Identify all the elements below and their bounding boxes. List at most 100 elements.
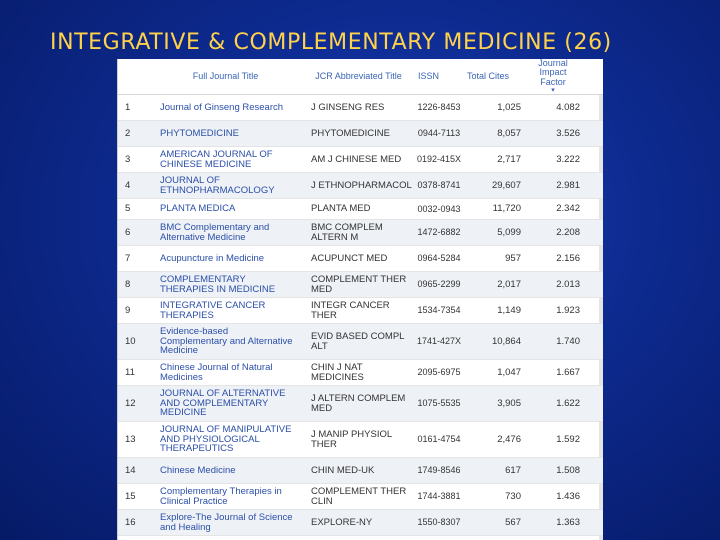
abbreviated-title-cell: J HERB MED — [311, 536, 416, 540]
impact-factor-cell: 2.156 — [556, 252, 580, 264]
issn-cell: 0378-8741 — [417, 180, 461, 190]
rank-cell: 8 — [125, 278, 131, 290]
header-issn[interactable]: ISSN — [417, 70, 439, 81]
journal-title-link[interactable]: Complementary Therapies in Clinical Prac… — [160, 486, 282, 507]
abbreviated-title-cell: CHIN J NAT MEDICINES — [311, 362, 364, 383]
total-cites-cell: 1,025 — [497, 101, 521, 113]
abbreviated-title-cell: BMC COMPLEM ALTERN M — [311, 222, 383, 243]
journal-title-link[interactable]: JOURNAL OF ETHNOPHARMACOLOGY — [160, 175, 275, 196]
table-row: 2 PHYTOMEDICINE PHYTOMEDICINE 0944-7113 8,05… — [118, 121, 603, 147]
impact-factor-cell: 3.526 — [556, 127, 580, 139]
abbreviated-title-cell: COMPLEMENT THER CLIN — [311, 486, 407, 507]
abbreviated-title-cell: EXPLORE-NY — [311, 516, 373, 528]
table-row: 9 INTEGRATIVE CANCER THERAPIES INTEGR CANC… — [118, 298, 603, 324]
impact-factor-cell: 2.981 — [556, 179, 580, 191]
rank-cell: 17 — [125, 536, 145, 540]
total-cites-cell: 10,864 — [491, 335, 521, 347]
journal-title-link[interactable]: Journal of Herbal Medicine — [160, 536, 294, 540]
impact-factor-cell: 2.208 — [556, 226, 580, 238]
rank-cell: 3 — [125, 153, 131, 165]
header-total-cites[interactable]: Total Cites — [466, 70, 510, 81]
impact-factor-cell: 3.222 — [556, 153, 580, 165]
journal-title-link[interactable]: PHYTOMEDICINE — [160, 127, 240, 139]
journal-title-link[interactable]: Explore-The Journal of Science and Heali… — [160, 512, 293, 533]
total-cites-cell: 2,017 — [497, 278, 521, 290]
rank-cell: 9 — [125, 304, 131, 316]
issn-cell: 0965-2299 — [417, 279, 461, 289]
rank-cell: 14 — [125, 464, 136, 476]
abbreviated-title-cell: EVID BASED COMPL ALT — [311, 331, 405, 352]
rank-cell: 7 — [125, 252, 131, 264]
table-row: 7 Acupuncture in Medicine ACUPUNCT MED 0964… — [118, 246, 603, 272]
issn-cell: 1075-5535 — [417, 398, 461, 408]
slide-title: INTEGRATIVE & COMPLEMENTARY MEDICINE (26… — [50, 30, 612, 55]
total-cites-cell: 1,149 — [497, 304, 521, 316]
abbreviated-title-cell: J ETHNOPHARMACOL — [311, 179, 412, 191]
issn-cell: 0944-7113 — [417, 128, 461, 138]
sort-desc-icon: ▾ — [551, 86, 555, 94]
table-row: 8 COMPLEMENTARY THERAPIES IN MEDICINE COMP… — [118, 272, 603, 298]
table-header: Full Journal Title JCR Abbreviated Title… — [118, 59, 603, 95]
issn-cell: 0161-4754 — [417, 434, 461, 444]
total-cites-cell: 5,099 — [497, 226, 521, 238]
rank-cell: 4 — [125, 179, 131, 191]
rank-cell: 16 — [125, 516, 136, 528]
journal-title-link[interactable]: PLANTA MEDICA — [160, 203, 236, 215]
journal-title-link[interactable]: AMERICAN JOURNAL OF CHINESE MEDICINE — [160, 149, 273, 170]
abbreviated-title-cell: AM J CHINESE MED — [311, 153, 402, 165]
abbreviated-title-cell: CHIN MED-UK — [311, 464, 375, 476]
abbreviated-title-cell: COMPLEMENT THER MED — [311, 274, 407, 295]
table-row: 14 Chinese Medicine CHIN MED-UK 1749-8546 61… — [118, 458, 603, 484]
rank-cell: 2 — [125, 127, 131, 139]
table-scrollbar[interactable] — [599, 59, 603, 540]
journal-title-link[interactable]: JOURNAL OF MANIPULATIVE AND PHYSIOLOGICA… — [160, 424, 292, 455]
rank-cell: 1 — [125, 101, 131, 113]
header-full-journal-title[interactable]: Full Journal Title — [192, 70, 259, 81]
abbreviated-title-cell: INTEGR CANCER THER — [311, 300, 390, 321]
impact-factor-cell: 1.436 — [556, 490, 580, 502]
total-cites-cell: 2,476 — [497, 433, 521, 445]
impact-factor-cell: 1.508 — [556, 464, 580, 476]
rank-cell: 11 — [125, 366, 135, 378]
journal-title-link[interactable]: COMPLEMENTARY THERAPIES IN MEDICINE — [160, 274, 276, 295]
issn-cell: 1749-8546 — [417, 465, 461, 475]
journal-table: Full Journal Title JCR Abbreviated Title… — [117, 59, 603, 540]
rank-cell: 13 — [125, 433, 136, 445]
impact-factor-cell: 1.363 — [556, 516, 580, 528]
issn-cell: 1534-7354 — [417, 305, 461, 315]
journal-title-link[interactable]: BMC Complementary and Alternative Medici… — [160, 222, 270, 243]
total-cites-cell: 2,717 — [497, 153, 521, 165]
table-row: 13 JOURNAL OF MANIPULATIVE AND PHYSIOLOGI… — [118, 422, 603, 458]
abbreviated-title-cell: J GINSENG RES — [311, 101, 385, 113]
journal-title-link[interactable]: INTEGRATIVE CANCER THERAPIES — [160, 300, 266, 321]
header-journal-impact-factor[interactable]: Journal Impact Factor ▾ — [528, 59, 578, 94]
header-jcr-abbreviated-title[interactable]: JCR Abbreviated Title — [315, 70, 402, 81]
abbreviated-title-cell: J ALTERN COMPLEM MED — [311, 393, 406, 414]
table-row: 4 JOURNAL OF ETHNOPHARMACOLOGY J ETHNOPHAR… — [118, 173, 603, 199]
journal-title-link[interactable]: Evidence-based Complementary and Alterna… — [160, 326, 293, 357]
table-row: 16 Explore-The Journal of Science and Hea… — [118, 510, 603, 536]
journal-title-link[interactable]: Chinese Journal of Natural Medicines — [160, 362, 273, 383]
table-row: 1 Journal of Ginseng Research J GINSENG RE… — [118, 95, 603, 121]
issn-cell: 1226-8453 — [417, 102, 461, 112]
table-row: 17 Journal of Herbal Medicine J HERB MED22… — [118, 536, 603, 540]
table-body: 1 Journal of Ginseng Research J GINSENG RE… — [118, 95, 603, 540]
table-row: 3 AMERICAN JOURNAL OF CHINESE MEDICINE AM … — [118, 147, 603, 173]
journal-title-link[interactable]: Journal of Ginseng Research — [160, 101, 284, 113]
rank-cell: 12 — [125, 397, 136, 409]
impact-factor-cell: 1.592 — [556, 433, 580, 445]
total-cites-cell: 125 — [463, 536, 521, 540]
issn-cell: 1472-6882 — [417, 227, 461, 237]
rank-cell: 5 — [125, 203, 131, 215]
impact-factor-cell: 1.327 — [523, 536, 580, 540]
issn-cell: 2210-8033 — [416, 536, 462, 540]
impact-factor-cell: 4.082 — [556, 101, 580, 113]
table-row: 6 BMC Complementary and Alternative Medic… — [118, 220, 603, 246]
table-row: 11 Chinese Journal of Natural Medicines CH… — [118, 360, 603, 386]
total-cites-cell: 730 — [505, 490, 521, 502]
journal-title-link[interactable]: Chinese Medicine — [160, 464, 236, 476]
journal-title-link[interactable]: Acupuncture in Medicine — [160, 252, 265, 264]
issn-cell: 1741-427X — [416, 336, 462, 346]
journal-title-link[interactable]: JOURNAL OF ALTERNATIVE AND COMPLEMENTARY… — [160, 388, 286, 419]
table-row: 10 Evidence-based Complementary and Alter… — [118, 324, 603, 360]
